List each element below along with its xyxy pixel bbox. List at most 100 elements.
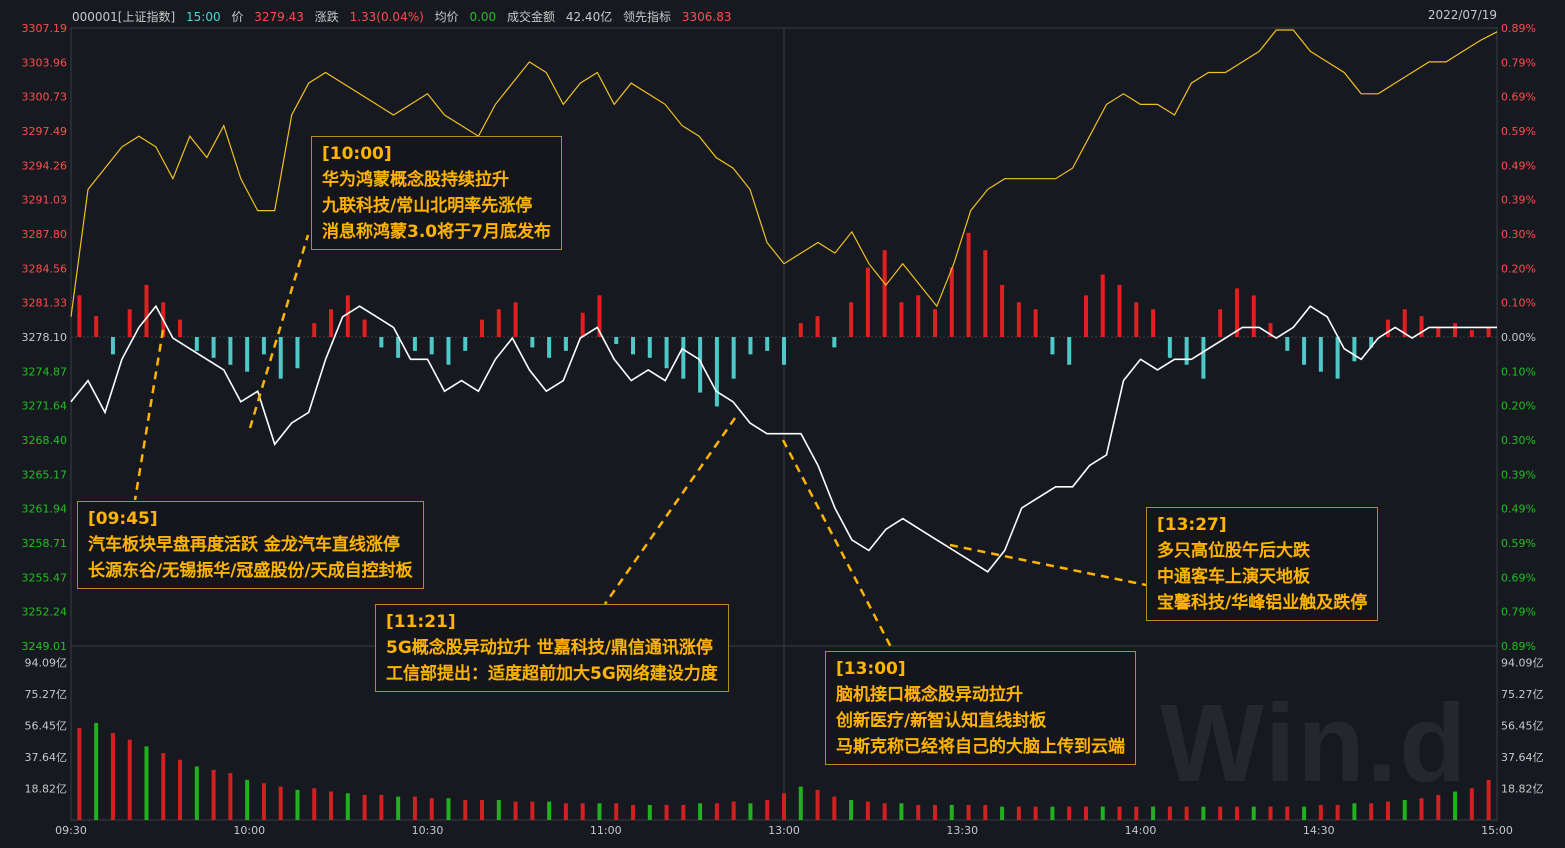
momentum-bar (664, 337, 669, 369)
volume-tick-label-left: 18.82亿 (25, 783, 68, 796)
volume-bar (731, 801, 736, 820)
volume-bar (714, 803, 719, 820)
y-tick-label-right: 0.30% (1501, 434, 1536, 447)
momentum-bar (698, 337, 703, 393)
volume-bar (1251, 806, 1256, 820)
y-tick-label-left: 3271.64 (22, 400, 68, 413)
y-tick-label-right: 0.39% (1501, 194, 1536, 207)
volume-bar (194, 766, 199, 820)
momentum-bar (1151, 309, 1156, 337)
volume-bar (412, 796, 417, 820)
momentum-bar (211, 337, 216, 358)
volume-bar (295, 789, 300, 820)
avg-label: 均价 (434, 10, 459, 24)
momentum-bar (1436, 326, 1441, 337)
momentum-bar (765, 337, 770, 351)
y-tick-label-right: 0.59% (1501, 125, 1536, 138)
momentum-bar (882, 250, 887, 337)
momentum-bar (1083, 295, 1088, 337)
momentum-bar (362, 319, 367, 337)
momentum-bar (1050, 337, 1055, 355)
momentum-bar (1033, 309, 1038, 337)
annotation-line: 宝馨科技/华峰铝业触及跌停 (1157, 593, 1368, 613)
volume-bar (1419, 798, 1424, 820)
x-tick-label: 13:00 (768, 824, 800, 837)
y-tick-label-right: 0.49% (1501, 159, 1536, 172)
volume-bar (513, 801, 518, 820)
momentum-bar (748, 337, 753, 355)
y-tick-label-right: 0.69% (1501, 571, 1536, 584)
volume-bar (1201, 806, 1206, 820)
volume-bar (362, 794, 367, 820)
y-tick-label-left: 3261.94 (22, 503, 68, 516)
momentum-bar (1369, 337, 1374, 348)
y-tick-label-right: 0.00% (1501, 331, 1536, 344)
volume-bar (1352, 803, 1357, 820)
volume-bar (480, 799, 485, 820)
annotation-line: 马斯克称已经将自己的大脑上传到云端 (836, 737, 1125, 757)
momentum-bar (1419, 316, 1424, 337)
momentum-bar (1167, 337, 1172, 358)
y-tick-label-right: 0.10% (1501, 365, 1536, 378)
y-tick-label-left: 3291.03 (22, 194, 68, 207)
volume-bar (899, 803, 904, 820)
momentum-bar (1402, 309, 1407, 337)
watermark: Win.d (1160, 682, 1469, 805)
momentum-bar (345, 295, 350, 337)
y-tick-label-right: 0.59% (1501, 537, 1536, 550)
volume-bar (983, 804, 988, 820)
y-tick-label-right: 0.69% (1501, 91, 1536, 104)
volume-bar (698, 803, 703, 820)
annotation-line: 华为鸿蒙概念股持续拉升 (322, 170, 509, 190)
change-label: 涨跌 (314, 10, 339, 24)
momentum-bar (1385, 319, 1390, 337)
volume-bar (1285, 806, 1290, 820)
momentum-bar (1302, 337, 1307, 365)
price-label: 价 (231, 10, 244, 24)
y-tick-label-left: 3284.56 (22, 262, 68, 275)
momentum-bar (480, 319, 485, 337)
momentum-bar (513, 302, 518, 337)
y-tick-label-left: 3274.87 (22, 365, 68, 378)
annotation-line: 5G概念股异动拉升 世嘉科技/鼎信通讯涨停 (386, 638, 713, 658)
momentum-bar (245, 337, 250, 372)
volume-bar (211, 769, 216, 820)
momentum-bar (1318, 337, 1323, 372)
momentum-bar (496, 309, 501, 337)
momentum-bar (110, 337, 115, 355)
momentum-bar (446, 337, 451, 365)
volume-bar (1268, 806, 1273, 820)
annotation-line: 九联科技/常山北明率先涨停 (322, 196, 533, 216)
volume-bar (1469, 788, 1474, 820)
annotation-line: 脑机接口概念股异动拉升 (836, 685, 1023, 705)
volume-bar (1033, 806, 1038, 820)
momentum-bar (412, 337, 417, 351)
turnover-value: 42.40亿 (565, 10, 613, 24)
y-tick-label-right: 0.30% (1501, 228, 1536, 241)
momentum-bar (1352, 337, 1357, 362)
y-tick-label-left: 3307.19 (22, 22, 68, 35)
y-tick-label-right: 0.20% (1501, 262, 1536, 275)
volume-bar (1100, 806, 1105, 820)
momentum-bar (547, 337, 552, 358)
volume-bar (329, 791, 334, 820)
annotation-leader-line (603, 417, 737, 605)
momentum-bar (1134, 302, 1139, 337)
momentum-bar (849, 302, 854, 337)
annotation-line: 消息称鸿蒙3.0将于7月底发布 (322, 222, 551, 242)
volume-bar (429, 798, 434, 820)
momentum-bar (127, 309, 132, 337)
annotation-time: [11:21] (386, 612, 456, 632)
momentum-bar (1486, 326, 1491, 337)
momentum-bar (94, 316, 99, 337)
volume-bar (1318, 804, 1323, 820)
volume-bar (1369, 803, 1374, 820)
momentum-bar (731, 337, 736, 379)
volume-bar (1402, 799, 1407, 820)
volume-bar (932, 804, 937, 820)
volume-bar (1436, 794, 1441, 820)
volume-bar (1302, 806, 1307, 820)
turnover-label: 成交金额 (507, 10, 556, 24)
momentum-bar (1234, 288, 1239, 337)
momentum-bar (178, 319, 183, 337)
